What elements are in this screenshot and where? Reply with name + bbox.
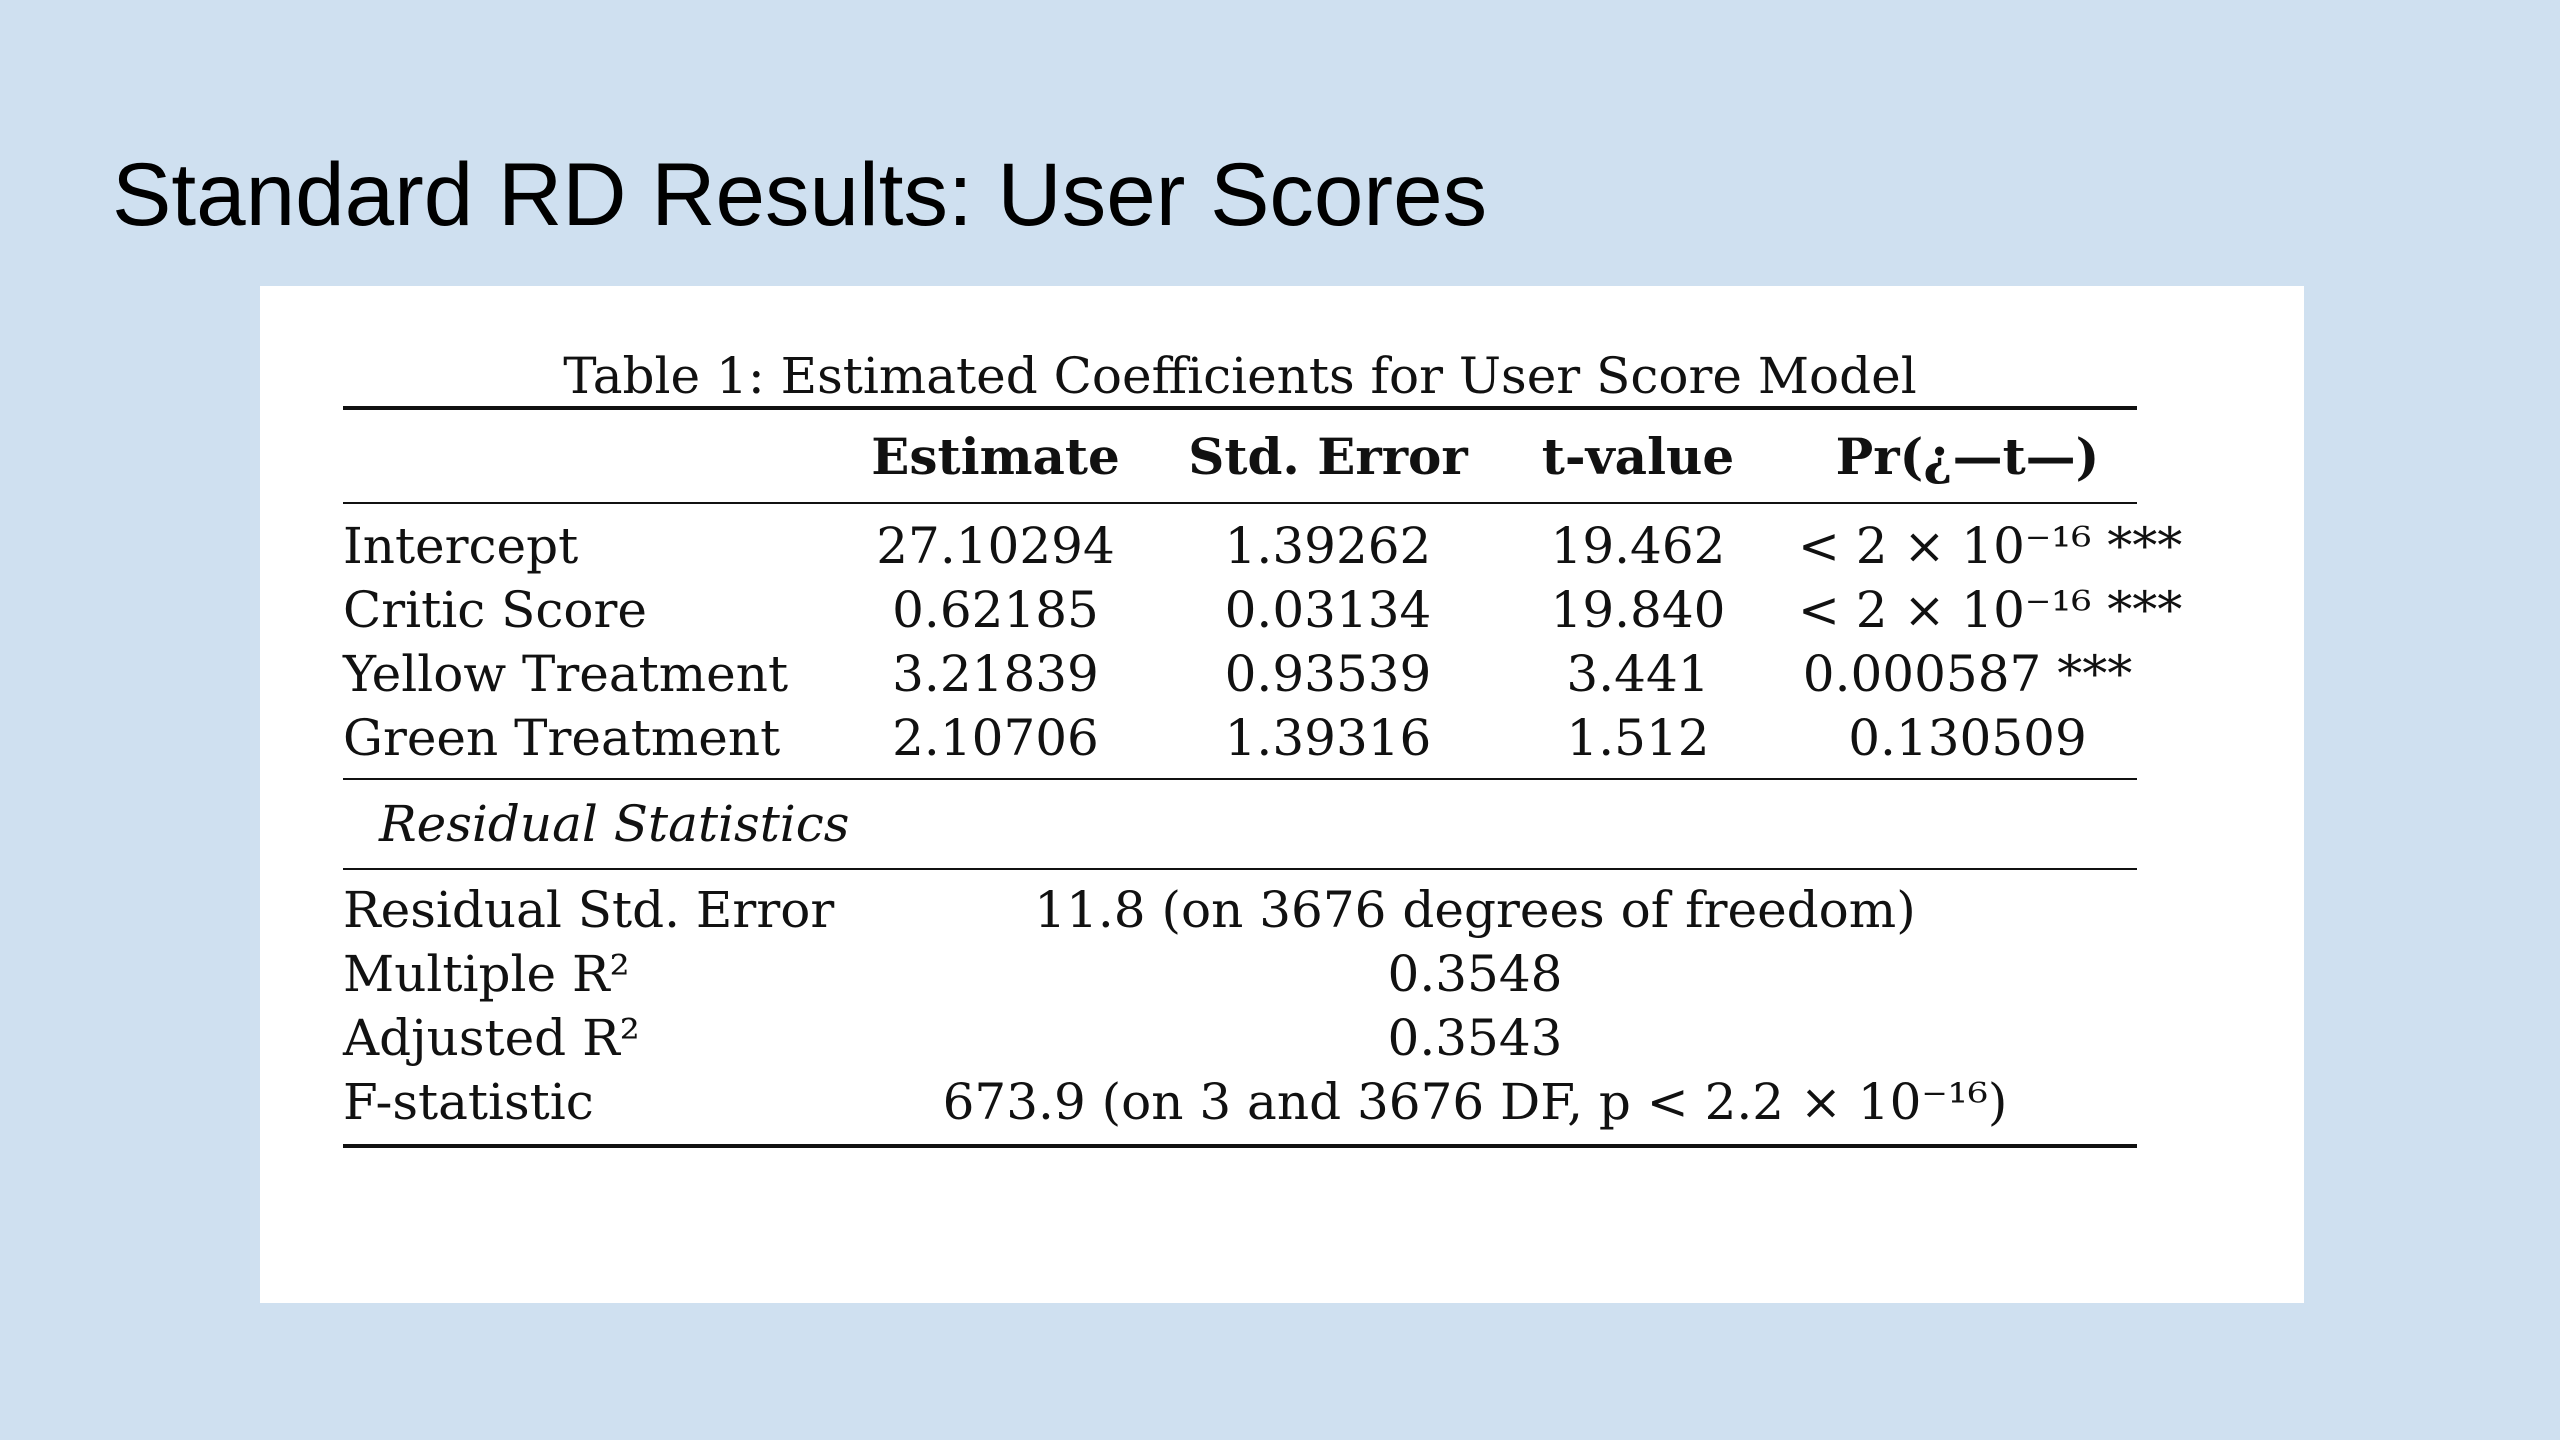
stat-value: 673.9 (on 3 and 3676 DF, p < 2.2 × 10⁻¹⁶… bbox=[942, 1073, 2008, 1131]
std-error-cell: 0.93539 bbox=[1224, 645, 1432, 703]
row-label: Intercept bbox=[343, 517, 579, 575]
row-label: Green Treatment bbox=[343, 709, 781, 767]
top-rule bbox=[343, 406, 2137, 410]
table-panel: Table 1: Estimated Coefficients for User… bbox=[260, 286, 2304, 1303]
p-value-cell: 0.130509 bbox=[1848, 709, 2087, 767]
slide-title: Standard RD Results: User Scores bbox=[112, 144, 1488, 244]
stat-row: Adjusted R² 0.3543 bbox=[343, 1006, 2137, 1070]
header-std-error: Std. Error bbox=[1188, 426, 1468, 486]
p-value-cell: < 2 × 10⁻¹⁶ *** bbox=[1798, 581, 2183, 639]
row-label: Yellow Treatment bbox=[343, 645, 789, 703]
bottom-rule bbox=[343, 1144, 2137, 1148]
estimate-cell: 27.10294 bbox=[876, 517, 1115, 575]
stat-label: Adjusted R² bbox=[343, 1009, 640, 1067]
estimate-cell: 2.10706 bbox=[892, 709, 1099, 767]
p-value-cell: < 2 × 10⁻¹⁶ *** bbox=[1798, 517, 2183, 575]
estimate-cell: 3.21839 bbox=[892, 645, 1099, 703]
header-rule bbox=[343, 502, 2137, 504]
row-label: Critic Score bbox=[343, 581, 647, 639]
stat-label: Residual Std. Error bbox=[343, 881, 835, 939]
std-error-cell: 0.03134 bbox=[1224, 581, 1432, 639]
p-value-cell: 0.000587 *** bbox=[1802, 645, 2133, 703]
table-row: Green Treatment 2.10706 1.39316 1.512 0.… bbox=[343, 706, 2137, 770]
table-row: Critic Score 0.62185 0.03134 19.840 < 2 … bbox=[343, 578, 2183, 642]
stat-value: 11.8 (on 3676 degrees of freedom) bbox=[1034, 881, 1916, 939]
header-estimate: Estimate bbox=[871, 426, 1120, 486]
std-error-cell: 1.39262 bbox=[1224, 517, 1432, 575]
section-rule-bottom bbox=[343, 868, 2137, 870]
table-row: Intercept 27.10294 1.39262 19.462 < 2 × … bbox=[343, 514, 2183, 578]
t-value-cell: 19.462 bbox=[1550, 517, 1726, 575]
coefficients-table: Table 1: Estimated Coefficients for User… bbox=[343, 346, 2183, 1148]
residual-stats: Residual Std. Error 11.8 (on 3676 degree… bbox=[343, 870, 2137, 1144]
t-value-cell: 19.840 bbox=[1550, 581, 1726, 639]
table-caption: Table 1: Estimated Coefficients for User… bbox=[563, 347, 1917, 405]
stat-value: 0.3548 bbox=[1387, 945, 1563, 1003]
section-rule-top bbox=[343, 778, 2137, 780]
coefficient-rows: Intercept 27.10294 1.39262 19.462 < 2 × … bbox=[343, 504, 2183, 778]
stat-row: F-statistic 673.9 (on 3 and 3676 DF, p <… bbox=[343, 1070, 2137, 1134]
estimate-cell: 0.62185 bbox=[892, 581, 1099, 639]
stat-row: Multiple R² 0.3548 bbox=[343, 942, 2137, 1006]
table-row: Yellow Treatment 3.21839 0.93539 3.441 0… bbox=[343, 642, 2137, 706]
table-header-row: Estimate Std. Error t-value Pr(¿—t—) bbox=[343, 410, 2137, 502]
header-t-value: t-value bbox=[1541, 426, 1735, 486]
header-p-value: Pr(¿—t—) bbox=[1835, 426, 2100, 486]
std-error-cell: 1.39316 bbox=[1224, 709, 1432, 767]
t-value-cell: 1.512 bbox=[1566, 709, 1710, 767]
t-value-cell: 3.441 bbox=[1566, 645, 1710, 703]
stat-value: 0.3543 bbox=[1387, 1009, 1563, 1067]
stat-row: Residual Std. Error 11.8 (on 3676 degree… bbox=[343, 878, 2137, 942]
section-heading: Residual Statistics bbox=[379, 795, 850, 853]
stat-label: Multiple R² bbox=[343, 945, 630, 1003]
stat-label: F-statistic bbox=[343, 1073, 594, 1131]
